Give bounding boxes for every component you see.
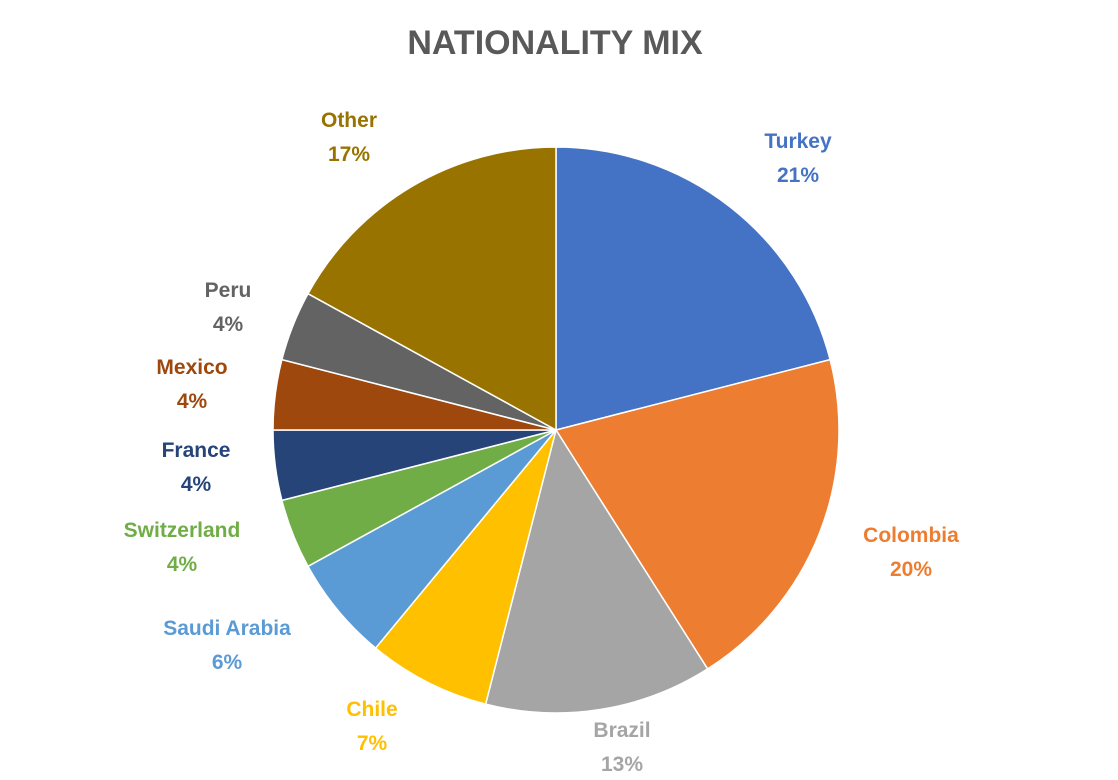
- pie-slices: [272, 146, 840, 714]
- pie-slice-colombia: [554, 358, 840, 670]
- slice-percent-mexico: 4%: [177, 390, 208, 413]
- slice-percent-other: 17%: [328, 143, 370, 166]
- slice-label-mexico: Mexico: [156, 356, 227, 379]
- slice-label-other: Other: [321, 109, 377, 132]
- slice-percent-peru: 4%: [213, 313, 244, 336]
- slice-label-chile: Chile: [346, 698, 397, 721]
- pie-slice-other: [306, 146, 557, 432]
- slice-percent-switzerland: 4%: [167, 553, 198, 576]
- slice-label-turkey: Turkey: [764, 130, 832, 153]
- slice-percent-saudi-arabia: 6%: [212, 651, 243, 674]
- slice-label-switzerland: Switzerland: [124, 519, 241, 542]
- slice-label-colombia: Colombia: [863, 524, 959, 547]
- slice-percent-colombia: 20%: [890, 558, 932, 581]
- slice-percent-brazil: 13%: [601, 753, 643, 776]
- slice-percent-turkey: 21%: [777, 164, 819, 187]
- pie-slice-turkey: [555, 146, 832, 431]
- slice-label-peru: Peru: [205, 279, 252, 302]
- pie-slice-chile: [374, 429, 557, 706]
- slice-percent-chile: 7%: [357, 732, 388, 755]
- pie-labels: Turkey 21% Colombia 20% Brazil 13% Chile 7% Saud…: [124, 109, 960, 776]
- slice-label-brazil: Brazil: [593, 719, 650, 742]
- chart-title: NATIONALITY MIX: [407, 24, 703, 62]
- pie-slice-brazil: [484, 428, 709, 714]
- slice-percent-france: 4%: [181, 473, 212, 496]
- slice-label-saudi-arabia: Saudi Arabia: [163, 617, 291, 640]
- slice-label-france: France: [162, 439, 231, 462]
